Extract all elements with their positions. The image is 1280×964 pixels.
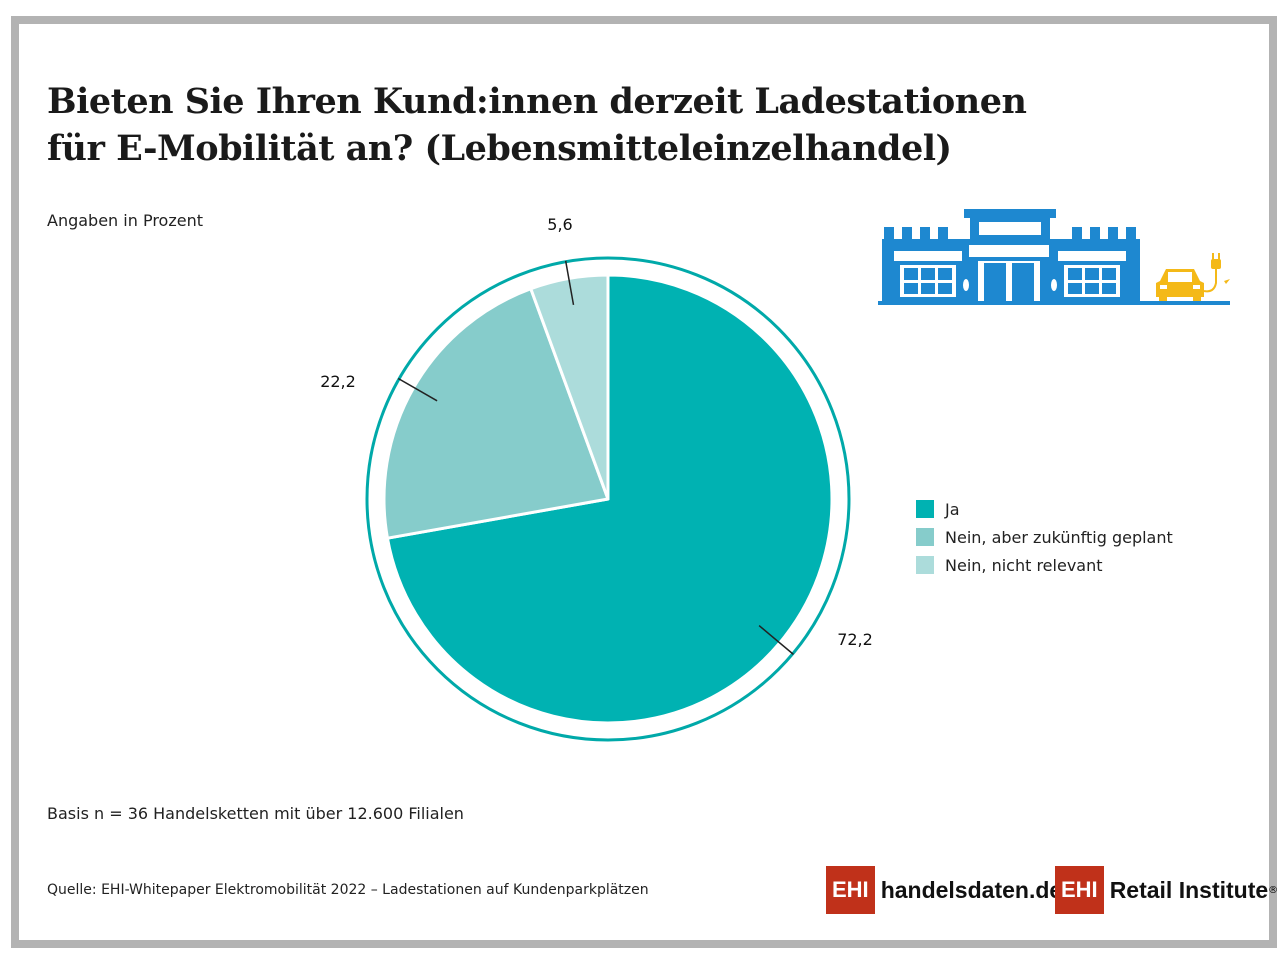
leader-line-ja xyxy=(758,625,794,655)
legend-swatch-nicht-relevant xyxy=(916,556,934,574)
handelsdaten-logo-text: handelsdaten.de xyxy=(880,876,1063,903)
chart-title-line-1: Bieten Sie Ihren Kund:innen derzeit Lade… xyxy=(47,81,1027,122)
retail-institute-logo-box: EHI xyxy=(1055,866,1104,914)
retail-institute-logo[interactable]: EHI Retail Institute ® xyxy=(1055,866,1278,914)
handelsdaten-logo-box: EHI xyxy=(826,866,875,914)
leader-line-nein-aber-zuk-nftig-geplant xyxy=(397,377,438,402)
handelsdaten-logo[interactable]: EHI handelsdaten.de xyxy=(826,866,1062,914)
charging-plug-icon xyxy=(1203,253,1230,293)
legend-label-nicht-relevant: Nein, nicht relevant xyxy=(945,555,1103,575)
electric-car-icon xyxy=(1156,269,1204,301)
data-label-ja: 72,2 xyxy=(837,630,873,649)
chart-unit-label: Angaben in Prozent xyxy=(47,211,203,230)
pie-outer-ring xyxy=(365,256,851,742)
data-label-nein-aber-zuk-nftig-geplant: 22,2 xyxy=(320,372,356,391)
legend-label-ja: Ja xyxy=(945,499,960,519)
chart-legend: Ja Nein, aber zukünftig geplant Nein, ni… xyxy=(916,495,1173,579)
legend-item-ja: Ja xyxy=(916,495,1173,523)
retail-institute-logo-text: Retail Institute xyxy=(1109,876,1269,903)
chart-title: Bieten Sie Ihren Kund:innen derzeit Lade… xyxy=(47,78,1047,172)
legend-label-geplant: Nein, aber zukünftig geplant xyxy=(945,527,1173,547)
store-icon-group xyxy=(874,205,1234,314)
legend-swatch-ja xyxy=(916,500,934,518)
legend-swatch-geplant xyxy=(916,528,934,546)
sample-basis-note: Basis n = 36 Handelsketten mit über 12.6… xyxy=(47,804,464,823)
chart-title-line-2: für E-Mobilität an? (Lebensmitteleinzelh… xyxy=(47,128,952,169)
store-building-icon xyxy=(878,209,1230,305)
source-note: Quelle: EHI-Whitepaper Elektromobilität … xyxy=(47,882,649,898)
legend-item-nicht-relevant: Nein, nicht relevant xyxy=(916,551,1173,579)
data-label-nein-nicht-relevant: 5,6 xyxy=(547,215,572,234)
registered-mark: ® xyxy=(1268,884,1279,896)
leader-line-nein-nicht-relevant xyxy=(564,260,575,306)
legend-item-geplant: Nein, aber zukünftig geplant xyxy=(916,523,1173,551)
